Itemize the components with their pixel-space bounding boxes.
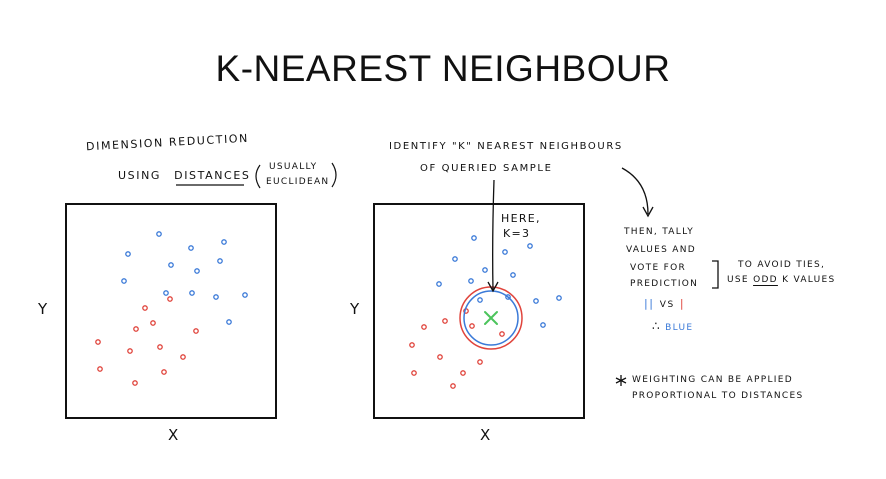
right-note-line2: values and [626, 245, 696, 255]
left-plot-blue-point [194, 268, 200, 274]
right-plot-red-point [499, 331, 505, 337]
here-line2: K=3 [503, 227, 531, 240]
left-plot-red-point [167, 296, 173, 302]
left-plot-blue-point [163, 290, 169, 296]
right-plot-blue-point [556, 295, 562, 301]
right-plot-blue-point [540, 322, 546, 328]
bracket-line2: use odd K values [727, 275, 836, 285]
left-plot-blue-point [125, 251, 131, 257]
right-plot-red-point [460, 370, 466, 376]
right-plot-blue-point [477, 297, 483, 303]
right-plot-red-point [477, 359, 483, 365]
left-note-underlined: Distances [174, 169, 251, 182]
paren-open [255, 164, 261, 189]
right-plot-red-point [450, 383, 456, 389]
right-note-line3: vote for [630, 263, 687, 273]
page-title: K-NEAREST NEIGHBOUR [215, 48, 671, 89]
middle-note-line1: Identify "K" nearest neighbours [389, 141, 623, 152]
right-plot-blue-point [482, 267, 488, 273]
left-plot-red-point [127, 348, 133, 354]
right-plot-frame [373, 203, 585, 419]
paren-close [331, 162, 337, 188]
tally-vs: vs [659, 300, 675, 310]
bracket-underlined: odd [753, 275, 778, 285]
footnote-line1: Weighting can be applied [632, 375, 793, 385]
left-plot-blue-point [213, 294, 219, 300]
left-plot-blue-point [189, 290, 195, 296]
left-note-line2: using Distances [118, 169, 250, 182]
arrow-to-tally [621, 167, 654, 218]
left-plot-red-point [193, 328, 199, 334]
right-plot-blue-point [502, 249, 508, 255]
left-plot-red-point [133, 326, 139, 332]
left-plot-blue-point [121, 278, 127, 284]
result-line: ∴ Blue [652, 319, 693, 333]
right-plot-blue-point [533, 298, 539, 304]
right-plot-blue-point [468, 278, 474, 284]
therefore-symbol: ∴ [652, 319, 661, 333]
left-plot-frame [65, 203, 277, 419]
tally-blue-count: || [644, 297, 655, 310]
left-plot-red-point [97, 366, 103, 372]
left-plot-blue-point [226, 319, 232, 325]
right-plot-red-point [437, 354, 443, 360]
left-plot-red-point [180, 354, 186, 360]
here-line1: HERE, [501, 212, 541, 225]
right-y-axis-label: Y [350, 300, 360, 318]
footnote-line2: proportional to distances [632, 391, 804, 401]
right-note-line1: Then, tally [624, 227, 694, 237]
left-x-axis-label: X [168, 426, 179, 444]
left-plot-blue-point [156, 231, 162, 237]
left-plot-red-point [157, 344, 163, 350]
right-plot-red-point [442, 318, 448, 324]
left-y-axis-label: Y [38, 300, 48, 318]
bracket-line1: To avoid ties, [738, 260, 826, 270]
left-plot-red-point [161, 369, 167, 375]
tally-line: || vs | [644, 297, 685, 310]
right-plot-red-point [421, 324, 427, 330]
left-plot-red-point [132, 380, 138, 386]
arrow-to-query [487, 179, 499, 293]
star-icon [615, 375, 627, 386]
bracket-prefix: use [727, 275, 749, 285]
right-note-line4: Prediction [630, 279, 699, 289]
right-plot-red-point [411, 370, 417, 376]
paren-line1: usually [269, 162, 318, 172]
right-plot-blue-point [505, 294, 511, 300]
right-plot-red-point [409, 342, 415, 348]
middle-note-line2: of queried sample [420, 163, 553, 174]
left-plot-blue-point [217, 258, 223, 264]
knn-circle-inner [463, 290, 519, 346]
left-plot-red-point [142, 305, 148, 311]
right-plot-blue-point [510, 272, 516, 278]
left-plot-blue-point [168, 262, 174, 268]
left-plot-blue-point [188, 245, 194, 251]
left-plot-blue-point [221, 239, 227, 245]
right-x-axis-label: X [480, 426, 491, 444]
left-plot-blue-point [242, 292, 248, 298]
right-plot-blue-point [471, 235, 477, 241]
right-plot-red-point [469, 323, 475, 329]
paren-line2: Euclidean [266, 177, 330, 187]
right-plot-blue-point [436, 281, 442, 287]
right-plot-blue-point [527, 243, 533, 249]
query-point-marker [484, 311, 498, 325]
result-value: Blue [665, 323, 694, 333]
left-plot-red-point [150, 320, 156, 326]
vote-bracket [712, 260, 719, 289]
tally-red-count: | [679, 297, 686, 310]
right-plot-blue-point [452, 256, 458, 262]
bracket-suffix: K values [782, 275, 836, 285]
left-note-prefix: using [118, 169, 162, 182]
left-plot-red-point [95, 339, 101, 345]
